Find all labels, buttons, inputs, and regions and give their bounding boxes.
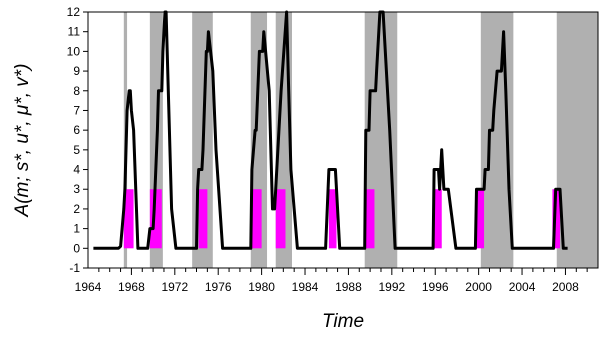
plot-frame <box>87 11 599 269</box>
highlight-bar <box>250 189 262 249</box>
highlight-bar <box>476 189 485 249</box>
x-axis: 1964 1968 1972 1976 1980 1984 1988 1992 1996 2000… <box>75 268 588 294</box>
x-tick-label: 1996 <box>422 280 449 294</box>
series-group <box>93 10 568 250</box>
y-tick-label: 11 <box>68 25 81 39</box>
highlight-bars <box>123 189 561 249</box>
highlight-bar <box>123 189 134 249</box>
y-tick-label: 8 <box>73 84 80 98</box>
y-tick-label: 12 <box>67 5 81 19</box>
x-tick-label: 2000 <box>465 280 492 294</box>
x-tick-label: 1968 <box>118 280 145 294</box>
series-line <box>93 10 568 250</box>
highlight-bar <box>364 189 375 249</box>
y-tick-label: 0 <box>73 241 80 255</box>
x-tick-label: 2008 <box>552 280 579 294</box>
y-tick-label: 4 <box>73 163 80 177</box>
highlight-bar <box>198 189 208 249</box>
y-tick-label: 1 <box>73 222 80 236</box>
x-tick-label: 1964 <box>75 280 102 294</box>
y-tick-label: 5 <box>73 143 80 157</box>
x-tick-label: 2004 <box>509 280 536 294</box>
y-tick-label: 9 <box>73 64 80 78</box>
y-tick-label: 10 <box>67 44 81 58</box>
shaded-band <box>556 12 598 268</box>
highlight-bar <box>434 189 442 249</box>
highlight-bar <box>552 189 561 249</box>
y-tick-label: -1 <box>69 261 80 275</box>
x-tick-label: 1988 <box>335 280 362 294</box>
highlight-bar <box>328 189 337 249</box>
shaded-bands <box>123 12 598 268</box>
y-tick-label: 2 <box>73 202 80 216</box>
x-tick-label: 1984 <box>292 280 319 294</box>
x-tick-label: 1972 <box>161 280 188 294</box>
highlight-bar <box>149 189 162 249</box>
y-tick-label: 7 <box>73 103 80 117</box>
y-axis-title: A(m; s*, u*, μ*, v*) <box>12 64 33 218</box>
x-tick-label: 1980 <box>248 280 275 294</box>
y-tick-label: 3 <box>73 182 80 196</box>
x-tick-label: 1992 <box>378 280 405 294</box>
highlight-bar <box>275 189 286 249</box>
x-tick-label: 1976 <box>205 280 232 294</box>
x-axis-title: Time <box>322 311 364 332</box>
y-tick-label: 6 <box>73 123 80 137</box>
